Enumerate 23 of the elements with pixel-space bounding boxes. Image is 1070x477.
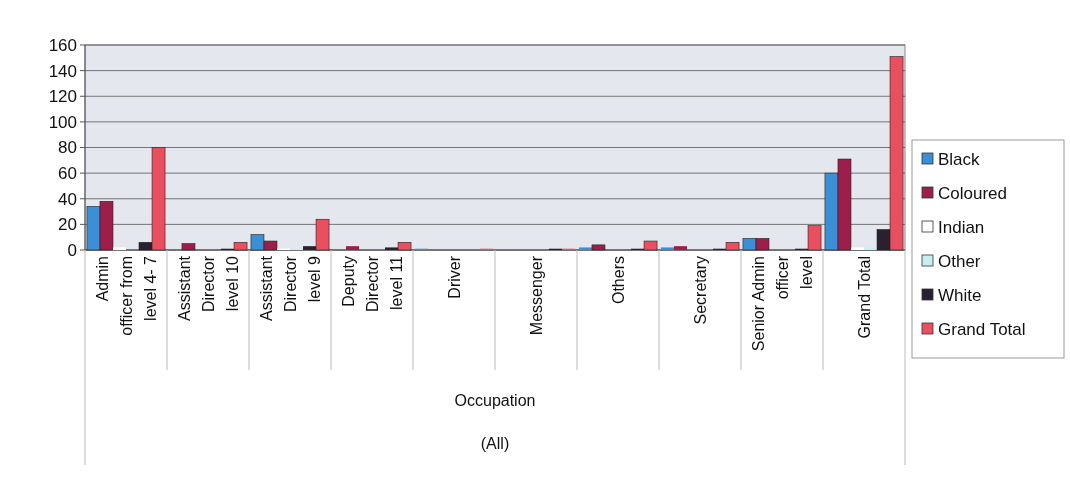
y-tick-label: 40: [58, 189, 77, 209]
x-tick-label: Secretary: [692, 256, 709, 325]
x-axis-title: Occupation: [454, 392, 536, 409]
legend-label: Other: [938, 251, 981, 271]
y-tick-label: 160: [48, 35, 77, 55]
x-tick-label: Senior Admin officer level: [750, 255, 815, 352]
y-tick-label: 60: [58, 164, 77, 184]
legend-label: Coloured: [938, 183, 1007, 203]
legend-label: White: [938, 285, 982, 305]
x-tick-label: Grand Total: [856, 256, 873, 339]
y-tick-label: 80: [58, 138, 77, 158]
y-tick-label: 100: [48, 112, 77, 132]
y-tick-label: 0: [67, 240, 77, 260]
x-tick-label: Messenger: [528, 255, 545, 336]
legend-label: Black: [938, 149, 981, 169]
y-tick-label: 140: [48, 61, 77, 81]
x-tick-label: Admin officer from level 4- 7: [94, 255, 159, 336]
x-tick-label: Driver: [446, 255, 463, 299]
text: (All): [480, 435, 510, 452]
y-tick-label: 20: [58, 215, 77, 235]
x-tick-label: Others: [610, 256, 627, 305]
y-tick-label: 120: [48, 87, 77, 107]
legend-label: Indian: [938, 217, 985, 237]
